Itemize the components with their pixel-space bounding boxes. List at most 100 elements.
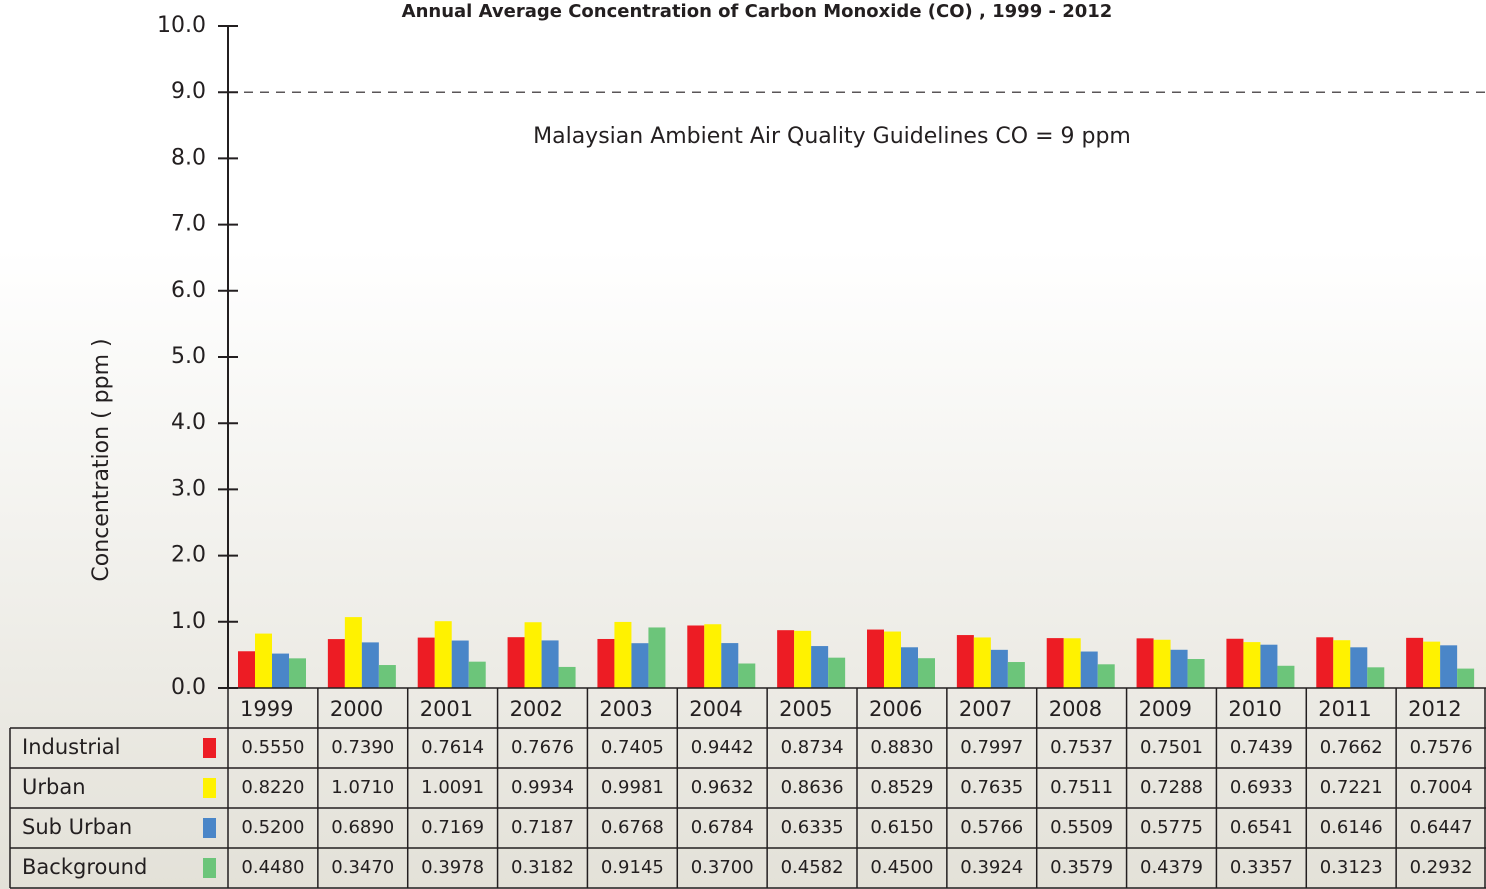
bar bbox=[434, 621, 452, 688]
bar bbox=[238, 651, 255, 688]
table-value: 0.6933 bbox=[1230, 777, 1293, 798]
table-value: 0.5775 bbox=[1140, 817, 1203, 838]
bar bbox=[378, 665, 396, 688]
table-value: 0.2932 bbox=[1410, 857, 1473, 878]
table-value: 0.8636 bbox=[781, 777, 844, 798]
table-value: 0.6146 bbox=[1320, 817, 1383, 838]
bar bbox=[255, 633, 272, 688]
y-tick-label: 5.0 bbox=[171, 344, 206, 369]
legend-swatch bbox=[203, 738, 216, 758]
bar bbox=[1226, 638, 1244, 688]
x-tick-label: 2011 bbox=[1318, 697, 1371, 721]
bar bbox=[1007, 662, 1025, 688]
bar bbox=[828, 657, 846, 688]
bar bbox=[704, 624, 722, 688]
bar bbox=[451, 640, 469, 688]
legend-label: Background bbox=[22, 855, 147, 879]
table-value: 0.6335 bbox=[781, 817, 844, 838]
bar bbox=[1333, 640, 1351, 688]
bar bbox=[721, 643, 739, 688]
legend-swatch bbox=[203, 858, 216, 878]
table-value: 0.7511 bbox=[1050, 777, 1113, 798]
bar bbox=[648, 627, 666, 688]
bar bbox=[1350, 647, 1368, 688]
bar bbox=[1063, 638, 1081, 688]
y-tick-label: 8.0 bbox=[171, 145, 206, 170]
table-value: 0.6541 bbox=[1230, 817, 1293, 838]
bar bbox=[973, 637, 991, 688]
x-tick-label: 2005 bbox=[779, 697, 832, 721]
table-value: 0.7614 bbox=[421, 737, 484, 758]
bar bbox=[901, 647, 918, 688]
table-value: 0.9145 bbox=[601, 857, 664, 878]
table-value: 0.6768 bbox=[601, 817, 664, 838]
x-tick-label: 2001 bbox=[420, 697, 473, 721]
table-value: 0.7576 bbox=[1410, 737, 1473, 758]
bar bbox=[361, 642, 379, 688]
bar bbox=[614, 621, 632, 688]
y-tick-label: 10.0 bbox=[157, 13, 206, 38]
bar bbox=[631, 643, 649, 688]
legend-label: Industrial bbox=[22, 735, 121, 759]
table-value: 0.7390 bbox=[331, 737, 394, 758]
table-value: 0.7662 bbox=[1320, 737, 1383, 758]
bar bbox=[1423, 641, 1441, 688]
bar bbox=[918, 658, 935, 688]
table-value: 0.8220 bbox=[241, 777, 304, 798]
table-value: 0.3357 bbox=[1230, 857, 1293, 878]
y-tick-label: 1.0 bbox=[171, 609, 206, 634]
x-tick-label: 2003 bbox=[599, 697, 652, 721]
x-tick-label: 2004 bbox=[689, 697, 742, 721]
bar bbox=[541, 640, 559, 688]
table-value: 0.7221 bbox=[1320, 777, 1383, 798]
legend-label: Sub Urban bbox=[22, 815, 132, 839]
table-value: 0.9442 bbox=[691, 737, 754, 758]
y-tick-label: 6.0 bbox=[171, 278, 206, 303]
table-value: 1.0710 bbox=[331, 777, 394, 798]
table-value: 0.3700 bbox=[691, 857, 754, 878]
y-tick-label: 2.0 bbox=[171, 543, 206, 568]
legend-swatch bbox=[203, 818, 216, 838]
table-value: 0.3123 bbox=[1320, 857, 1383, 878]
bar bbox=[289, 658, 306, 688]
table-value: 0.6890 bbox=[331, 817, 394, 838]
table-value: 0.5550 bbox=[241, 737, 304, 758]
bar bbox=[1260, 644, 1278, 688]
table-value: 0.6150 bbox=[870, 817, 933, 838]
bar bbox=[1097, 664, 1115, 688]
table-value: 0.5200 bbox=[241, 817, 304, 838]
table-value: 0.7501 bbox=[1140, 737, 1203, 758]
bar bbox=[417, 637, 435, 688]
x-tick-label: 2012 bbox=[1408, 697, 1461, 721]
table-value: 0.7405 bbox=[601, 737, 664, 758]
bar bbox=[468, 661, 486, 688]
table-value: 0.9632 bbox=[691, 777, 754, 798]
table-value: 0.7288 bbox=[1140, 777, 1203, 798]
y-tick-label: 9.0 bbox=[171, 79, 206, 104]
bar bbox=[1316, 637, 1334, 688]
table-value: 0.8529 bbox=[870, 777, 933, 798]
bar bbox=[1170, 649, 1188, 688]
bar bbox=[777, 630, 795, 688]
bar bbox=[956, 635, 974, 688]
y-tick-label: 4.0 bbox=[171, 410, 206, 435]
bar bbox=[884, 631, 901, 688]
bar bbox=[507, 637, 525, 688]
table-value: 0.7635 bbox=[960, 777, 1023, 798]
bar bbox=[327, 639, 345, 688]
table-value: 0.9981 bbox=[601, 777, 664, 798]
bar bbox=[1136, 638, 1154, 688]
table-value: 0.7169 bbox=[421, 817, 484, 838]
bar bbox=[524, 622, 542, 688]
table-value: 0.3579 bbox=[1050, 857, 1113, 878]
x-tick-label: 2007 bbox=[959, 697, 1012, 721]
x-tick-label: 2008 bbox=[1049, 697, 1102, 721]
annotation: Malaysian Ambient Air Quality Guidelines… bbox=[533, 124, 1131, 149]
table-value: 0.3182 bbox=[511, 857, 574, 878]
table-value: 0.4379 bbox=[1140, 857, 1203, 878]
bar bbox=[1243, 642, 1261, 688]
bar bbox=[1367, 667, 1385, 688]
